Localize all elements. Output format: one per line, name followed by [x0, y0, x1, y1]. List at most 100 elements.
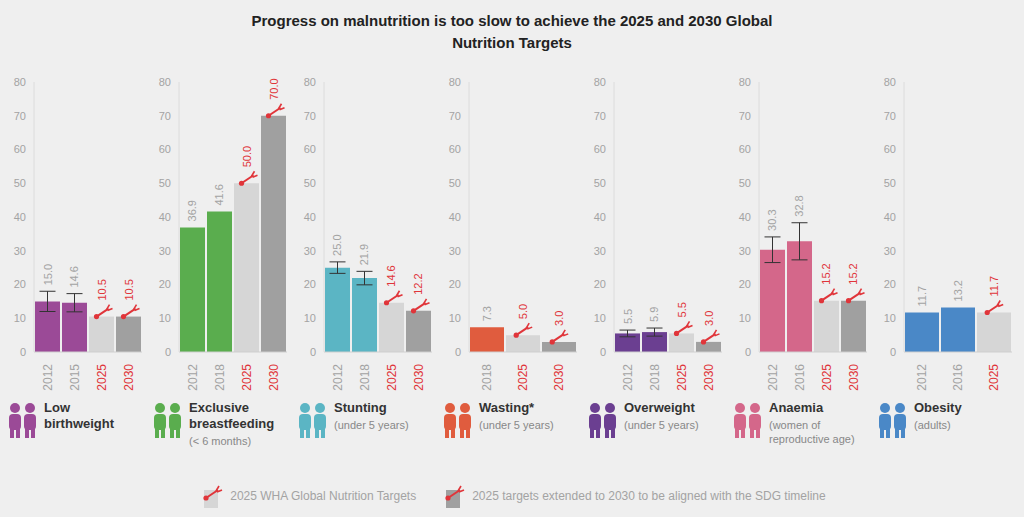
svg-text:14.6: 14.6 [386, 265, 398, 286]
svg-text:0: 0 [745, 346, 751, 358]
svg-text:2030: 2030 [847, 364, 861, 391]
svg-text:80: 80 [594, 76, 606, 88]
svg-text:0: 0 [455, 346, 461, 358]
svg-text:5.5: 5.5 [622, 309, 634, 324]
svg-text:2030: 2030 [267, 364, 281, 391]
svg-text:2025: 2025 [95, 364, 109, 391]
svg-text:2012: 2012 [331, 364, 345, 391]
svg-text:2025: 2025 [240, 364, 254, 391]
svg-text:12.2: 12.2 [413, 273, 425, 294]
svg-text:60: 60 [739, 143, 751, 155]
svg-text:70: 70 [739, 110, 751, 122]
svg-text:70: 70 [449, 110, 461, 122]
svg-text:21.9: 21.9 [359, 244, 371, 265]
svg-text:10: 10 [884, 312, 896, 324]
svg-text:10: 10 [304, 312, 316, 324]
svg-text:30: 30 [594, 245, 606, 257]
svg-text:2030: 2030 [702, 364, 716, 391]
svg-text:15.2: 15.2 [848, 263, 860, 284]
svg-text:2016: 2016 [951, 364, 965, 391]
svg-text:50.0: 50.0 [241, 146, 253, 167]
svg-text:2018: 2018 [480, 364, 494, 391]
svg-text:30.3: 30.3 [767, 209, 779, 230]
svg-text:32.8: 32.8 [794, 195, 806, 216]
svg-text:80: 80 [159, 76, 171, 88]
svg-text:40: 40 [14, 211, 26, 223]
svg-text:3.0: 3.0 [553, 311, 565, 326]
svg-text:5.5: 5.5 [676, 302, 688, 317]
svg-text:0: 0 [165, 346, 171, 358]
svg-text:15.2: 15.2 [821, 263, 833, 284]
svg-text:0: 0 [310, 346, 316, 358]
svg-text:10: 10 [14, 312, 26, 324]
svg-text:80: 80 [14, 76, 26, 88]
svg-text:30: 30 [884, 245, 896, 257]
svg-text:60: 60 [884, 143, 896, 155]
svg-text:40: 40 [159, 211, 171, 223]
svg-text:2012: 2012 [915, 364, 929, 391]
svg-text:40: 40 [594, 211, 606, 223]
svg-text:60: 60 [594, 143, 606, 155]
svg-text:30: 30 [304, 245, 316, 257]
svg-text:2030: 2030 [122, 364, 136, 391]
svg-text:70: 70 [159, 110, 171, 122]
svg-text:41.6: 41.6 [214, 184, 226, 205]
svg-text:70: 70 [14, 110, 26, 122]
svg-text:2012: 2012 [186, 364, 200, 391]
svg-text:20: 20 [304, 278, 316, 290]
svg-text:20: 20 [594, 278, 606, 290]
svg-text:5.9: 5.9 [649, 307, 661, 322]
svg-text:20: 20 [739, 278, 751, 290]
svg-text:10: 10 [594, 312, 606, 324]
svg-text:10.5: 10.5 [123, 279, 135, 300]
svg-text:20: 20 [884, 278, 896, 290]
svg-text:80: 80 [739, 76, 751, 88]
svg-text:50: 50 [884, 177, 896, 189]
svg-text:50: 50 [594, 177, 606, 189]
svg-text:60: 60 [14, 143, 26, 155]
svg-text:13.2: 13.2 [952, 280, 964, 301]
svg-text:80: 80 [304, 76, 316, 88]
svg-text:2025: 2025 [820, 364, 834, 391]
svg-text:50: 50 [159, 177, 171, 189]
svg-text:20: 20 [159, 278, 171, 290]
svg-text:70: 70 [304, 110, 316, 122]
svg-text:36.9: 36.9 [187, 200, 199, 221]
svg-text:2012: 2012 [621, 364, 635, 391]
svg-text:60: 60 [449, 143, 461, 155]
svg-text:40: 40 [449, 211, 461, 223]
svg-text:2012: 2012 [41, 364, 55, 391]
svg-text:0: 0 [20, 346, 26, 358]
svg-text:70.0: 70.0 [268, 78, 280, 99]
svg-text:2030: 2030 [412, 364, 426, 391]
svg-text:0: 0 [600, 346, 606, 358]
svg-text:2025: 2025 [675, 364, 689, 391]
svg-text:2025: 2025 [516, 364, 530, 391]
svg-text:2025: 2025 [987, 364, 1001, 391]
svg-text:10: 10 [159, 312, 171, 324]
svg-text:3.0: 3.0 [703, 311, 715, 326]
svg-text:70: 70 [594, 110, 606, 122]
svg-text:10: 10 [739, 312, 751, 324]
svg-text:2016: 2016 [793, 364, 807, 391]
svg-text:40: 40 [884, 211, 896, 223]
svg-text:2015: 2015 [68, 364, 82, 391]
svg-text:50: 50 [739, 177, 751, 189]
svg-text:50: 50 [304, 177, 316, 189]
svg-text:11.7: 11.7 [988, 276, 1000, 297]
svg-text:10: 10 [449, 312, 461, 324]
svg-text:25.0: 25.0 [332, 234, 344, 255]
svg-text:0: 0 [890, 346, 896, 358]
svg-text:2012: 2012 [766, 364, 780, 391]
svg-text:11.7: 11.7 [916, 286, 928, 307]
svg-text:5.0: 5.0 [517, 304, 529, 319]
svg-text:60: 60 [159, 143, 171, 155]
svg-text:7.3: 7.3 [481, 306, 493, 321]
svg-text:20: 20 [14, 278, 26, 290]
svg-text:10.5: 10.5 [96, 279, 108, 300]
svg-text:40: 40 [739, 211, 751, 223]
svg-text:60: 60 [304, 143, 316, 155]
svg-text:14.6: 14.6 [69, 266, 81, 287]
svg-text:2030: 2030 [552, 364, 566, 391]
svg-text:2025: 2025 [385, 364, 399, 391]
